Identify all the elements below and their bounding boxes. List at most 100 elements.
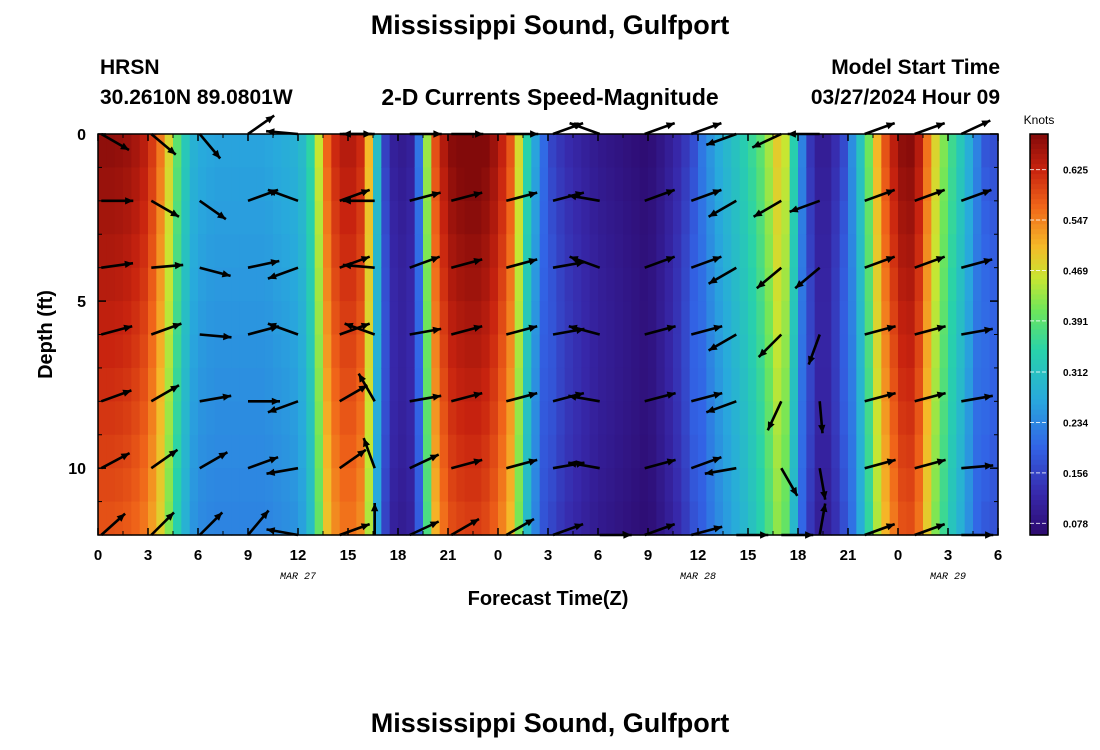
heatmap-cell (831, 401, 841, 436)
heatmap-cell (314, 367, 324, 402)
heatmap-cell (589, 234, 599, 269)
heatmap-cell (514, 434, 524, 469)
heatmap-cell (114, 167, 124, 202)
current-vector (644, 522, 676, 537)
heatmap-cell (689, 501, 699, 536)
heatmap-cell (248, 301, 257, 336)
heatmap-cell (931, 401, 941, 436)
heatmap-cell (264, 167, 274, 202)
current-vector (150, 448, 179, 470)
heatmap-cell (814, 301, 824, 336)
heatmap-cell (281, 468, 291, 503)
colorbar-segment (1030, 349, 1048, 356)
colorbar-segment (1030, 459, 1048, 466)
heatmap-cell (748, 468, 757, 503)
heatmap-cell (614, 134, 624, 169)
heatmap-cell (114, 301, 124, 336)
heatmap-cell (631, 334, 641, 369)
current-vector (371, 503, 379, 535)
heatmap-cell (789, 468, 799, 503)
colorbar-segment (1030, 489, 1048, 496)
heatmap-cell (848, 468, 857, 503)
heatmap-cell (539, 401, 549, 436)
heatmap-cell (781, 234, 791, 269)
heatmap-cell (656, 200, 666, 235)
heatmap-cell (356, 367, 366, 402)
heatmap-cell (364, 468, 374, 503)
heatmap-cell (456, 267, 466, 302)
heatmap-cell (956, 301, 966, 336)
heatmap-cell (989, 301, 999, 336)
colorbar-segment (1030, 329, 1048, 336)
heatmap-cell (948, 334, 957, 369)
current-vector (704, 466, 737, 476)
heatmap-cell (689, 401, 699, 436)
heatmap-cell (931, 200, 941, 235)
heatmap-cell (348, 234, 357, 269)
heatmap-cell (123, 301, 132, 336)
heatmap-cell (523, 401, 532, 436)
heatmap-cell (731, 434, 741, 469)
x-tick-label: 3 (944, 547, 952, 564)
heatmap-cell (714, 401, 724, 436)
x-tick-label: 9 (244, 547, 252, 564)
heatmap-cell (514, 234, 524, 269)
heatmap-cell (756, 501, 766, 536)
heatmap-cell (206, 301, 216, 336)
heatmap-cell (539, 200, 549, 235)
heatmap-cell (898, 501, 907, 536)
heatmap-cell (814, 334, 824, 369)
current-vector (505, 517, 535, 537)
heatmap-cell (781, 468, 791, 503)
heatmap-cell (773, 200, 782, 235)
heatmap-cell (298, 468, 307, 503)
heatmap-cell (898, 468, 907, 503)
heatmap-cell (864, 468, 874, 503)
heatmap-cell (389, 334, 399, 369)
heatmap-cell (556, 468, 566, 503)
heatmap-cell (189, 468, 199, 503)
heatmap-cell (989, 468, 999, 503)
heatmap-cell (281, 501, 291, 536)
current-vector (818, 503, 828, 536)
heatmap-cell (289, 301, 299, 336)
heatmap-cell (356, 468, 366, 503)
heatmap-cell (739, 200, 749, 235)
colorbar-segment (1030, 434, 1048, 441)
current-vector (552, 522, 584, 537)
heatmap-cell (514, 468, 524, 503)
heatmap-cell (923, 234, 932, 269)
current-vector (567, 393, 600, 403)
heatmap-cell (764, 468, 774, 503)
heatmap-cell (581, 434, 591, 469)
heatmap-cell (914, 267, 924, 302)
heatmap-cell (764, 434, 774, 469)
heatmap-cell (406, 234, 416, 269)
heatmap-cell (698, 401, 707, 436)
colorbar-segment (1030, 509, 1048, 516)
heatmap-cell (739, 401, 749, 436)
heatmap-cell (398, 134, 407, 169)
heatmap-cell (431, 234, 441, 269)
heatmap-cell (431, 434, 441, 469)
heatmap-cell (448, 234, 457, 269)
heatmap-cell (606, 334, 616, 369)
heatmap-cell (456, 367, 466, 402)
heatmap-cell (748, 501, 757, 536)
colorbar-segment (1030, 334, 1048, 341)
heatmap-cell (373, 468, 382, 503)
heatmap-cell (889, 434, 899, 469)
colorbar-segment (1030, 234, 1048, 240)
heatmap-cell (973, 468, 982, 503)
colorbar-segment (1030, 474, 1048, 481)
heatmap-cell (173, 434, 182, 469)
page-title: Mississippi Sound, Gulfport (370, 10, 730, 40)
heatmap-cell (364, 234, 374, 269)
heatmap-cell (814, 501, 824, 536)
heatmap-cell (381, 434, 391, 469)
heatmap-cell (756, 234, 766, 269)
heatmap-cell (698, 334, 707, 369)
heatmap-cell (664, 167, 674, 202)
heatmap-cell (314, 234, 324, 269)
heatmap-cell (156, 501, 166, 536)
